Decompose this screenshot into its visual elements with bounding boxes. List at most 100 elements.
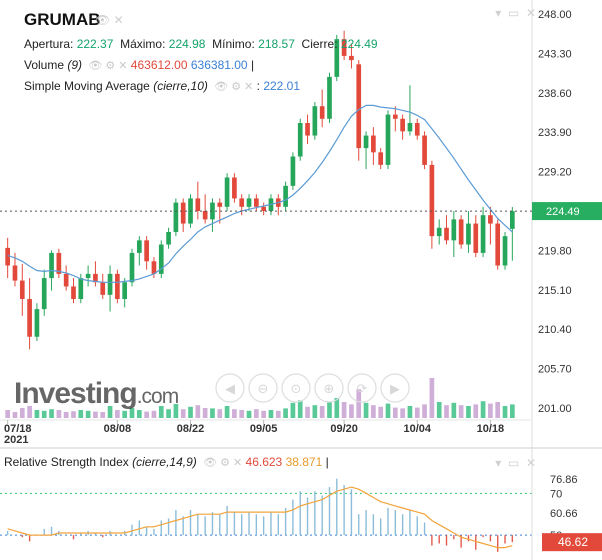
volume-bar (495, 402, 501, 418)
volume-bar (5, 410, 10, 418)
candle-body (195, 198, 201, 211)
candle-body (180, 202, 186, 224)
sma-separator: : (256, 79, 260, 93)
candle (158, 240, 164, 279)
volume-value-2: 636381.00 (190, 58, 248, 72)
candle (392, 106, 398, 132)
chevron-down-icon[interactable]: ▾ (495, 456, 502, 470)
candle (224, 173, 230, 211)
volume-bars (5, 378, 515, 418)
candle (414, 118, 420, 140)
nav-button[interactable]: ◀ (215, 373, 245, 403)
nav-button[interactable]: ⊕ (314, 373, 344, 403)
volume-bar (414, 407, 420, 418)
low-value: 218.57 (258, 37, 295, 51)
gear-icon[interactable]: ⚙ (105, 60, 116, 72)
title-controls[interactable]: 👁 ✕ (95, 13, 124, 27)
volume-legend: Volume (9) 👁 ⚙ ✕ 463612.00 636381.00 | (24, 58, 254, 72)
candle (480, 206, 486, 258)
close-icon[interactable]: ✕ (244, 81, 254, 93)
candle-body (19, 280, 25, 300)
nav-button-glyph: ⟳ (357, 382, 368, 397)
candle-body (71, 286, 76, 300)
nav-button[interactable]: ⊙ (281, 373, 311, 403)
candle-body (5, 247, 10, 266)
last-price-label: 224.49 (546, 206, 580, 218)
candle-body (480, 215, 486, 253)
candle (502, 231, 508, 270)
eye-icon[interactable]: 👁 (203, 457, 218, 469)
candle (473, 215, 479, 258)
gear-icon[interactable]: ⚙ (231, 81, 242, 93)
volume-bar (444, 405, 449, 418)
candle-body (458, 219, 464, 245)
candle (107, 265, 113, 312)
nav-button[interactable]: ⟳ (347, 373, 377, 403)
volume-bar (407, 406, 413, 418)
time-tick-label: 10/04 (403, 423, 431, 435)
candle-body (436, 227, 442, 237)
time-tick-label: 09/20 (330, 423, 358, 435)
candle (210, 198, 215, 232)
chevron-down-icon[interactable]: ▾ (495, 6, 502, 20)
candle (239, 194, 245, 216)
candle (444, 215, 449, 245)
volume-bar (144, 411, 149, 418)
volume-bar (232, 409, 237, 418)
volume-bar (180, 409, 186, 418)
rsi-window-controls[interactable]: ▾ ▭ ✕ (495, 456, 536, 470)
window-icon[interactable]: ▭ (507, 456, 520, 470)
volume-value-1: 463612.00 (130, 58, 188, 72)
close-icon[interactable]: ✕ (118, 60, 128, 72)
close-icon[interactable]: ✕ (113, 13, 124, 27)
price-tick-label: 201.00 (538, 403, 572, 415)
volume-bar (12, 412, 18, 418)
candle (297, 118, 303, 161)
volume-bar (19, 408, 25, 418)
candle-body (444, 227, 449, 241)
close-icon[interactable]: ✕ (232, 457, 243, 469)
low-label: Mínimo: (212, 37, 255, 51)
nav-button-circle (314, 373, 344, 403)
volume-bar (422, 404, 427, 418)
chart-navigation[interactable]: ◀ ⊖ ⊙ ⊕ ⟳ ▶ (215, 373, 410, 403)
nav-button-circle (248, 373, 278, 403)
candle (385, 110, 391, 170)
candle-body (232, 177, 237, 199)
volume-bar (71, 411, 76, 418)
candle-body (495, 223, 501, 266)
candle-body (378, 152, 384, 165)
volume-bar (261, 410, 266, 418)
window-icon[interactable]: ▭ (507, 6, 520, 20)
eye-icon[interactable]: 👁 (95, 13, 111, 27)
candle (312, 102, 318, 140)
candle-body (78, 278, 84, 300)
price-tick-label: 210.40 (538, 324, 572, 336)
candle-body (63, 273, 69, 287)
candle-body (341, 39, 347, 56)
volume-bar (115, 410, 120, 418)
volume-bar (502, 406, 508, 418)
time-tick-label: 08/22 (177, 423, 205, 435)
candle (19, 263, 25, 316)
rsi-tick-label: 76.86 (550, 474, 578, 486)
nav-button[interactable]: ⊖ (248, 373, 278, 403)
candle-body (12, 265, 18, 281)
candle-body (210, 202, 215, 220)
close-value: 224.49 (340, 37, 378, 51)
open-value: 222.37 (76, 37, 114, 51)
eye-icon[interactable]: 👁 (214, 81, 229, 93)
close-icon[interactable]: ✕ (525, 456, 536, 470)
close-icon[interactable]: ✕ (525, 6, 536, 20)
candle (371, 127, 376, 165)
volume-bar (458, 405, 464, 418)
gear-icon[interactable]: ⚙ (220, 457, 230, 469)
window-controls[interactable]: ▾ ▭ ✕ (495, 6, 536, 20)
candle-body (254, 198, 259, 207)
eye-icon[interactable]: 👁 (88, 60, 103, 72)
candle-body (451, 219, 457, 241)
nav-button-glyph: ⊖ (258, 382, 269, 397)
volume-bar (275, 410, 281, 418)
nav-button[interactable]: ▶ (380, 373, 410, 403)
high-value: 224.98 (168, 37, 206, 51)
